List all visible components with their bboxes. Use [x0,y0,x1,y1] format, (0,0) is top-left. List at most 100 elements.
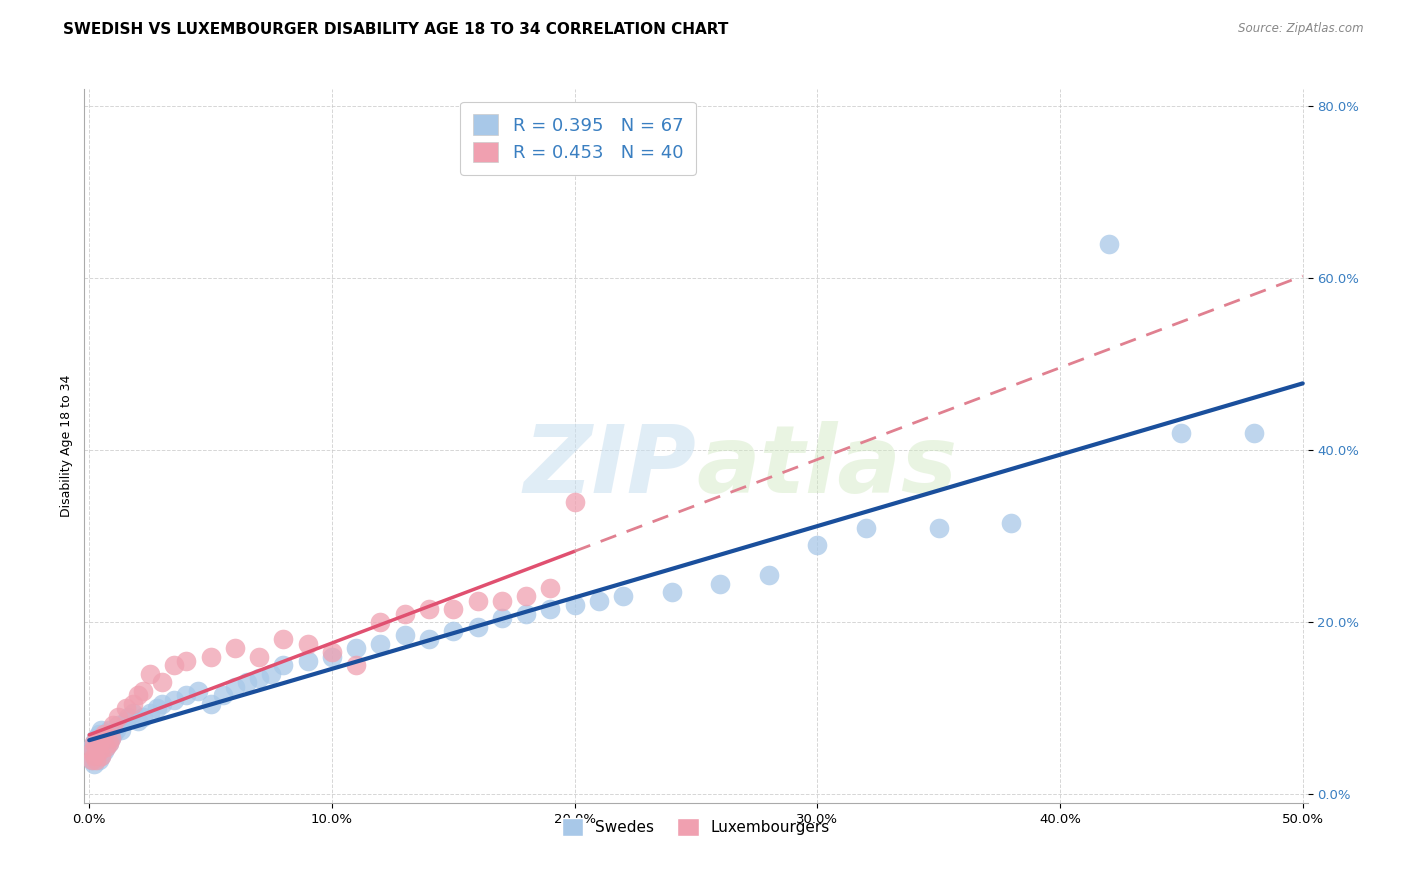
Point [83,757,105,772]
Point [344,641,367,656]
Point [110,723,132,737]
Point [1000,516,1022,531]
Point [90,723,112,737]
Point [139,706,162,720]
Point [86,731,108,746]
Point [83,744,105,758]
Point [928,521,950,535]
Text: ZIP: ZIP [523,421,696,514]
Point [418,602,440,616]
Point [467,619,489,633]
Point [131,684,153,698]
Point [90,731,112,746]
Point [709,576,731,591]
Point [87,744,110,758]
Point [150,697,173,711]
Point [394,607,416,621]
Point [200,697,222,711]
Point [96,739,118,754]
Point [122,697,145,711]
Point [297,654,319,668]
Point [467,593,489,607]
Point [758,568,780,582]
Point [273,632,295,647]
Point [100,731,122,746]
Point [1097,236,1119,251]
Point [100,731,122,746]
Point [491,593,513,607]
Point [80,744,103,758]
Point [96,739,118,754]
Point [441,602,464,616]
Point [93,731,115,746]
Point [661,585,683,599]
Point [1170,426,1192,441]
Point [174,689,197,703]
Point [224,680,246,694]
Point [86,739,108,754]
Point [87,736,110,750]
Point [612,590,634,604]
Point [211,689,233,703]
Point [127,714,149,728]
Point [564,495,586,509]
Point [163,692,186,706]
Point [86,739,108,754]
Point [370,615,392,630]
Point [564,598,586,612]
Point [200,649,222,664]
Point [90,748,112,763]
Point [83,748,105,763]
Point [80,753,103,767]
Point [96,727,118,741]
Point [107,710,129,724]
Point [97,723,120,737]
Point [104,723,127,737]
Point [90,736,112,750]
Point [83,736,105,750]
Point [87,753,110,767]
Point [163,658,186,673]
Point [103,727,125,741]
Point [174,654,197,668]
Point [80,753,103,767]
Point [273,658,295,673]
Point [127,689,149,703]
Point [97,736,120,750]
Point [131,710,153,724]
Point [187,684,209,698]
Point [139,666,162,681]
Point [93,744,115,758]
Point [515,607,537,621]
Text: Source: ZipAtlas.com: Source: ZipAtlas.com [1239,22,1364,36]
Legend: Swedes, Luxembourgers: Swedes, Luxembourgers [553,809,839,845]
Point [122,706,145,720]
Point [491,611,513,625]
Point [224,641,246,656]
Point [515,590,537,604]
Point [418,632,440,647]
Point [370,637,392,651]
Point [236,675,259,690]
Text: SWEDISH VS LUXEMBOURGER DISABILITY AGE 18 TO 34 CORRELATION CHART: SWEDISH VS LUXEMBOURGER DISABILITY AGE 1… [63,22,728,37]
Point [103,718,125,732]
Point [260,666,283,681]
Y-axis label: Disability Age 18 to 34: Disability Age 18 to 34 [60,375,73,517]
Point [321,649,343,664]
Point [87,739,110,754]
Point [114,701,136,715]
Point [87,727,110,741]
Point [588,593,610,607]
Point [247,649,270,664]
Point [146,701,169,715]
Point [93,727,115,741]
Point [86,753,108,767]
Point [538,581,561,595]
Point [855,521,877,535]
Point [441,624,464,638]
Point [83,736,105,750]
Point [321,645,343,659]
Point [394,628,416,642]
Point [344,658,367,673]
Point [107,718,129,732]
